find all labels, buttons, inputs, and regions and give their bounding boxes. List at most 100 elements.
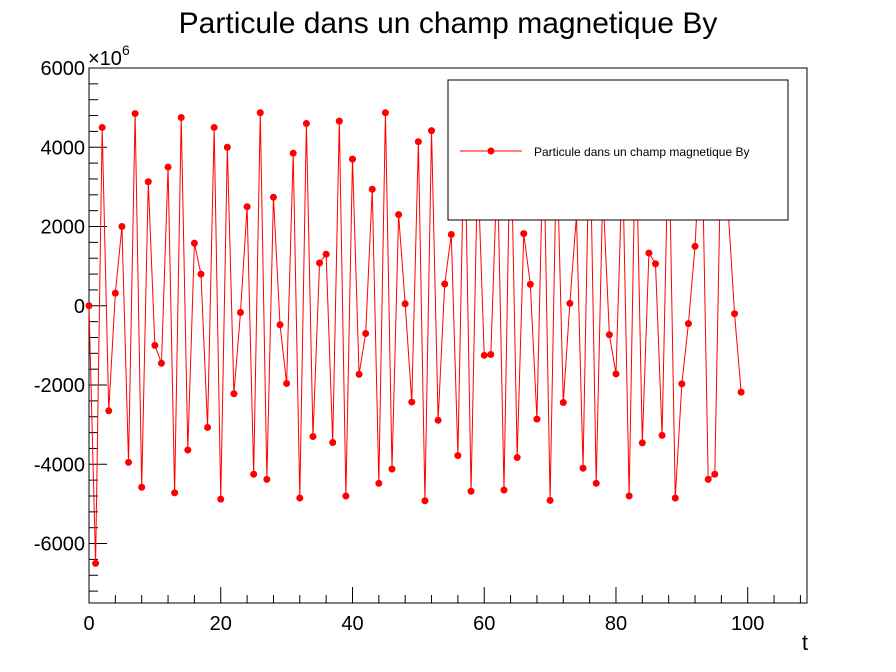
y-axis-ticks: -6000 -4000 -2000 0 2000 4000 6000	[34, 58, 107, 592]
data-point	[348, 155, 356, 163]
data-point	[230, 390, 238, 398]
data-point	[362, 330, 370, 338]
data-point	[184, 446, 192, 454]
data-point	[414, 138, 422, 146]
data-point	[638, 439, 646, 447]
data-point	[316, 259, 324, 267]
data-point	[118, 223, 126, 231]
data-point	[592, 479, 600, 487]
data-point	[283, 379, 291, 387]
data-point	[454, 452, 462, 460]
legend: Particule dans un champ magnetique By	[447, 79, 789, 221]
y-axis-multiplier: ×106	[88, 42, 130, 70]
data-point	[125, 458, 133, 466]
data-point	[263, 475, 271, 483]
data-point	[467, 487, 475, 495]
data-point	[428, 127, 436, 135]
data-point	[256, 109, 264, 117]
series-layer	[85, 108, 745, 567]
x-tick-label: 60	[473, 613, 495, 635]
data-point	[678, 380, 686, 388]
series-line	[88, 112, 742, 564]
x-tick-label: 40	[341, 613, 363, 635]
data-point	[276, 321, 284, 329]
data-point	[368, 185, 376, 193]
data-point	[625, 492, 633, 500]
y-tick-label: 4000	[41, 137, 86, 159]
x-tick-label: 20	[210, 613, 232, 635]
x-axis-label: t	[802, 630, 808, 655]
data-point	[171, 489, 179, 497]
data-point	[704, 475, 712, 483]
x-tick-label: 100	[731, 613, 764, 635]
data-point	[157, 359, 165, 367]
data-point	[737, 388, 745, 396]
y-tick-label: 0	[74, 296, 85, 318]
data-point	[197, 270, 205, 278]
data-point	[355, 370, 363, 378]
data-point	[302, 119, 310, 127]
data-point	[566, 299, 574, 307]
data-point	[671, 494, 679, 502]
data-point	[513, 454, 521, 462]
data-point	[243, 203, 251, 211]
data-point	[388, 465, 396, 473]
data-point	[111, 289, 119, 297]
data-point	[533, 415, 541, 423]
data-point	[85, 302, 93, 310]
data-point	[526, 280, 534, 288]
data-point	[401, 300, 409, 308]
data-point	[381, 109, 389, 117]
plot-frame	[88, 67, 808, 604]
y-tick-label: -4000	[34, 454, 85, 476]
data-point	[447, 230, 455, 238]
data-point	[645, 249, 653, 257]
data-point	[131, 110, 139, 118]
data-point	[520, 230, 528, 238]
data-point	[408, 398, 416, 406]
data-point	[375, 479, 383, 487]
y-tick-label: 6000	[41, 58, 86, 80]
legend-marker	[487, 147, 495, 155]
data-point	[579, 464, 587, 472]
legend-label: Particule dans un champ magnetique By	[534, 145, 749, 159]
x-axis-ticks: 0 20 40 60 80 100	[83, 587, 801, 635]
data-point	[658, 431, 666, 439]
data-point	[309, 433, 317, 441]
data-point	[105, 407, 113, 415]
data-point	[342, 492, 350, 500]
data-point	[98, 123, 106, 131]
data-point	[289, 149, 297, 157]
data-point	[711, 470, 719, 478]
data-point	[329, 439, 337, 446]
data-point	[612, 370, 620, 378]
data-point	[204, 423, 212, 431]
legend-box	[447, 79, 789, 221]
data-point	[684, 320, 692, 328]
data-point	[546, 496, 554, 504]
chart-title: Particule dans un champ magnetique By	[179, 7, 718, 40]
data-point	[138, 483, 146, 491]
data-point	[190, 239, 198, 247]
data-point	[395, 211, 403, 219]
data-point	[434, 416, 442, 424]
data-point	[731, 310, 739, 318]
data-point	[164, 163, 172, 171]
data-point	[237, 309, 245, 317]
data-point	[92, 559, 100, 567]
data-point	[421, 497, 429, 505]
data-point	[177, 114, 185, 122]
x-tick-label: 80	[605, 613, 627, 635]
data-point	[269, 193, 277, 201]
data-point	[605, 331, 613, 339]
data-point	[335, 117, 343, 125]
data-point	[223, 143, 231, 151]
data-point	[151, 341, 159, 349]
y-multiplier-exponent: 6	[122, 42, 130, 58]
data-point	[250, 470, 258, 478]
data-point	[144, 178, 152, 186]
data-point	[441, 280, 449, 288]
data-point	[651, 260, 659, 268]
data-point	[487, 351, 495, 359]
